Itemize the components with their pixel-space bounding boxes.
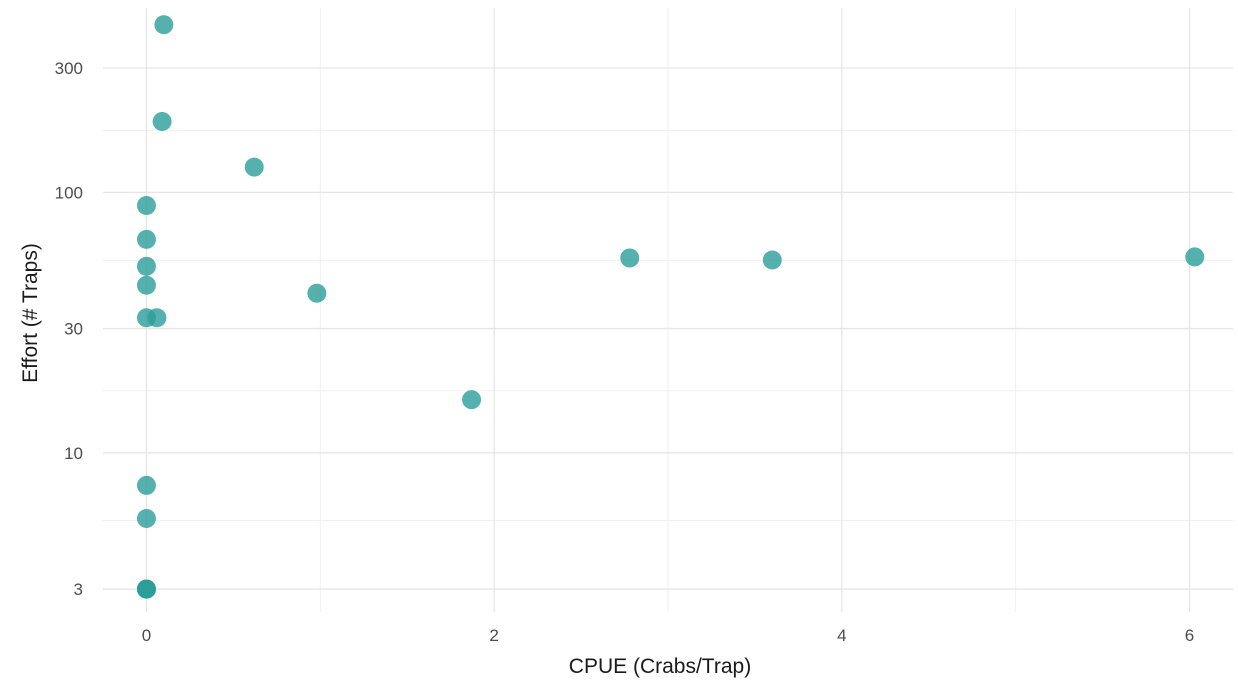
data-point [136,275,156,295]
data-point [1185,247,1205,267]
x-tick-label: 0 [142,626,151,645]
y-tick-label: 3 [74,580,83,599]
tick-labels: 0 2 4 6 3 10 30 100 300 [55,59,1195,645]
data-point [152,112,172,132]
data-point [136,229,156,249]
y-tick-label: 300 [55,59,83,78]
data-point [136,579,156,599]
data-points [136,15,1205,599]
y-tick-label: 100 [55,183,83,202]
data-point [244,157,264,177]
data-point [307,283,327,303]
data-point [136,196,156,216]
x-tick-label: 4 [837,626,846,645]
data-point [154,15,174,35]
data-point [136,256,156,276]
data-point [762,250,782,270]
data-point [147,308,167,328]
grid-lines [103,8,1233,612]
x-tick-label: 6 [1185,626,1194,645]
data-point [620,248,640,268]
y-axis-title: Effort (# Traps) [19,243,42,383]
x-tick-label: 2 [489,626,498,645]
y-tick-label: 10 [64,444,83,463]
y-tick-label: 30 [64,320,83,339]
data-point [136,508,156,528]
data-point [136,475,156,495]
x-axis-title: CPUE (Crabs/Trap) [569,655,751,678]
data-point [462,390,482,410]
